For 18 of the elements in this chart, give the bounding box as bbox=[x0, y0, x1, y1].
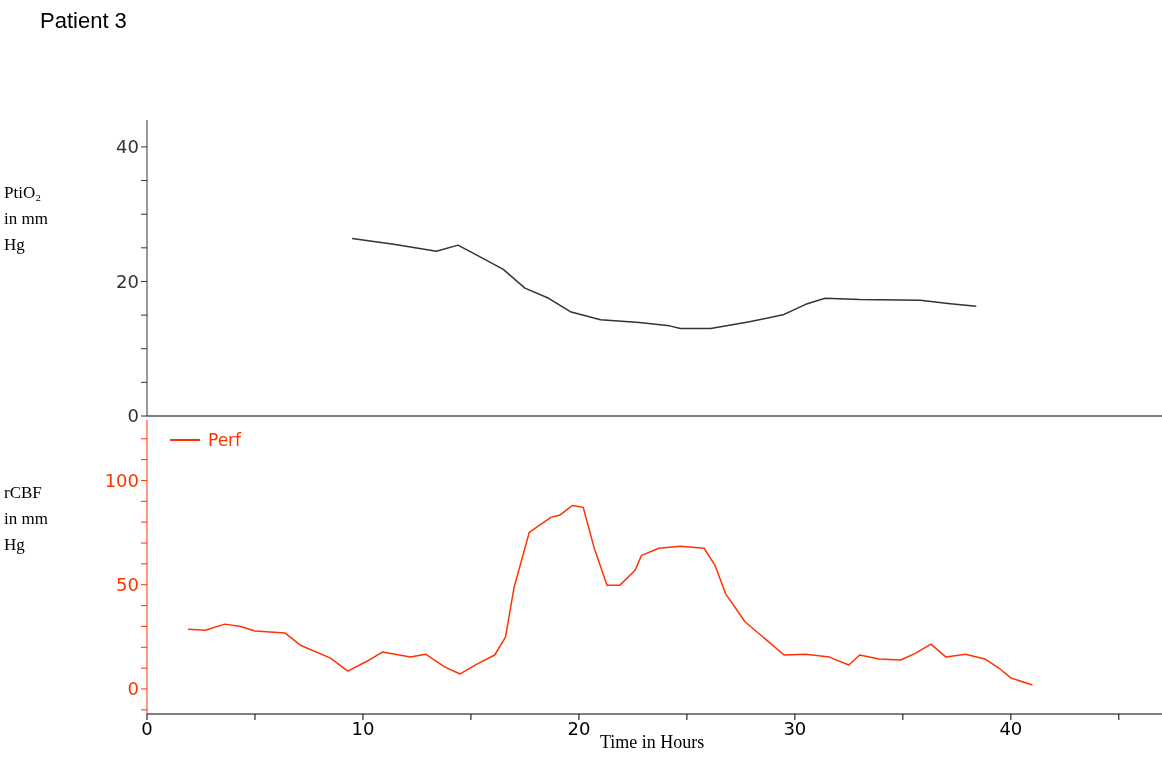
x-tick-label: 20 bbox=[567, 717, 591, 739]
legend-label: Perf bbox=[208, 430, 242, 450]
x-tick-label: 30 bbox=[783, 717, 807, 739]
y-tick-label: 0 bbox=[127, 405, 139, 427]
line-series bbox=[187, 504, 1034, 686]
y-tick-label: 40 bbox=[116, 136, 139, 158]
line-series bbox=[351, 237, 978, 330]
y-tick-label: 100 bbox=[104, 469, 139, 491]
x-tick-label: 10 bbox=[351, 717, 375, 739]
y-tick-label: 20 bbox=[116, 270, 139, 292]
y-axis-title: PtiO₂ in mm Hg bbox=[4, 182, 49, 256]
x-tick-label: 40 bbox=[999, 717, 1023, 739]
x-tick-label: 0 bbox=[141, 717, 153, 739]
y-tick-label: 0 bbox=[127, 678, 139, 700]
y-tick-label: 50 bbox=[116, 574, 139, 596]
x-axis-title: Time in Hours bbox=[600, 732, 705, 752]
chart-title: Patient 3 bbox=[40, 8, 127, 34]
y-axis-title: rCBF in mm Hg bbox=[4, 482, 49, 556]
